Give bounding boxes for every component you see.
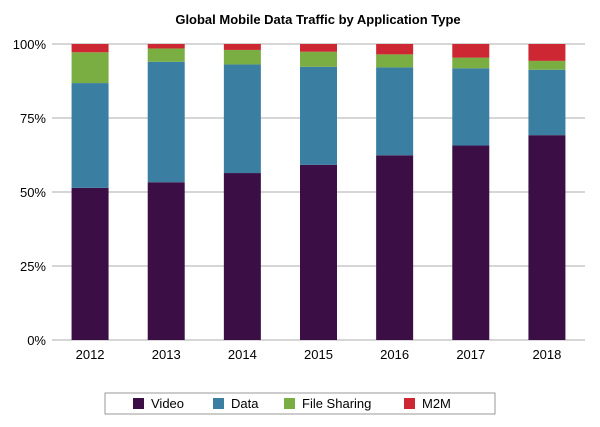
legend-swatch: [213, 398, 224, 409]
legend: Video Data File Sharing M2M: [104, 392, 496, 415]
legend-label: M2M: [422, 396, 451, 411]
bar-segment-m2m: [223, 44, 261, 50]
bar-segment-video: [376, 155, 414, 340]
y-tick-label: 100%: [13, 37, 47, 52]
bar-segment-m2m: [147, 44, 185, 49]
bar-segment-video: [71, 187, 109, 340]
bar-segment-m2m: [452, 44, 490, 58]
bar-segment-file-sharing: [223, 49, 261, 65]
bar-segment-data: [528, 69, 566, 136]
bar-segment-file-sharing: [300, 51, 337, 67]
bar-segment-m2m: [528, 44, 566, 61]
bar-segment-file-sharing: [528, 60, 566, 70]
legend-swatch: [284, 398, 295, 409]
bar-segment-data: [376, 67, 414, 156]
bar-segment-video: [528, 135, 566, 340]
legend-label: Video: [151, 396, 184, 411]
x-tick-label: 2014: [228, 347, 257, 362]
y-tick-label: 50%: [20, 185, 46, 200]
x-tick-label: 2017: [456, 347, 485, 362]
bar-segment-video: [452, 145, 490, 340]
chart-title: Global Mobile Data Traffic by Applicatio…: [175, 12, 460, 27]
bar-segment-file-sharing: [147, 48, 185, 62]
x-tick-label: 2013: [152, 347, 181, 362]
bar-segment-data: [452, 68, 490, 146]
legend-swatch: [133, 398, 144, 409]
bar-segment-file-sharing: [376, 54, 414, 68]
legend-label: File Sharing: [302, 396, 371, 411]
bar-segment-m2m: [71, 44, 109, 53]
legend-swatch: [404, 398, 415, 409]
bar-segment-data: [223, 64, 261, 174]
legend-box: [104, 392, 496, 415]
bar-segment-data: [147, 61, 185, 183]
bar-segment-file-sharing: [71, 52, 109, 84]
legend-label: Data: [231, 396, 259, 411]
bar-segment-data: [71, 83, 109, 188]
y-tick-label: 75%: [20, 111, 46, 126]
bar-segment-data: [300, 66, 337, 165]
bar-segment-video: [147, 182, 185, 340]
y-tick-label: 0%: [27, 333, 46, 348]
y-tick-label: 25%: [20, 259, 46, 274]
x-tick-label: 2016: [380, 347, 409, 362]
bar-segment-m2m: [376, 44, 414, 55]
x-tick-label: 2012: [76, 347, 105, 362]
bar-segment-m2m: [300, 44, 337, 52]
bar-segment-video: [223, 173, 261, 340]
x-tick-label: 2018: [532, 347, 561, 362]
x-tick-label: 2015: [304, 347, 333, 362]
bar-segment-file-sharing: [452, 57, 490, 69]
bar-segment-video: [300, 164, 337, 340]
